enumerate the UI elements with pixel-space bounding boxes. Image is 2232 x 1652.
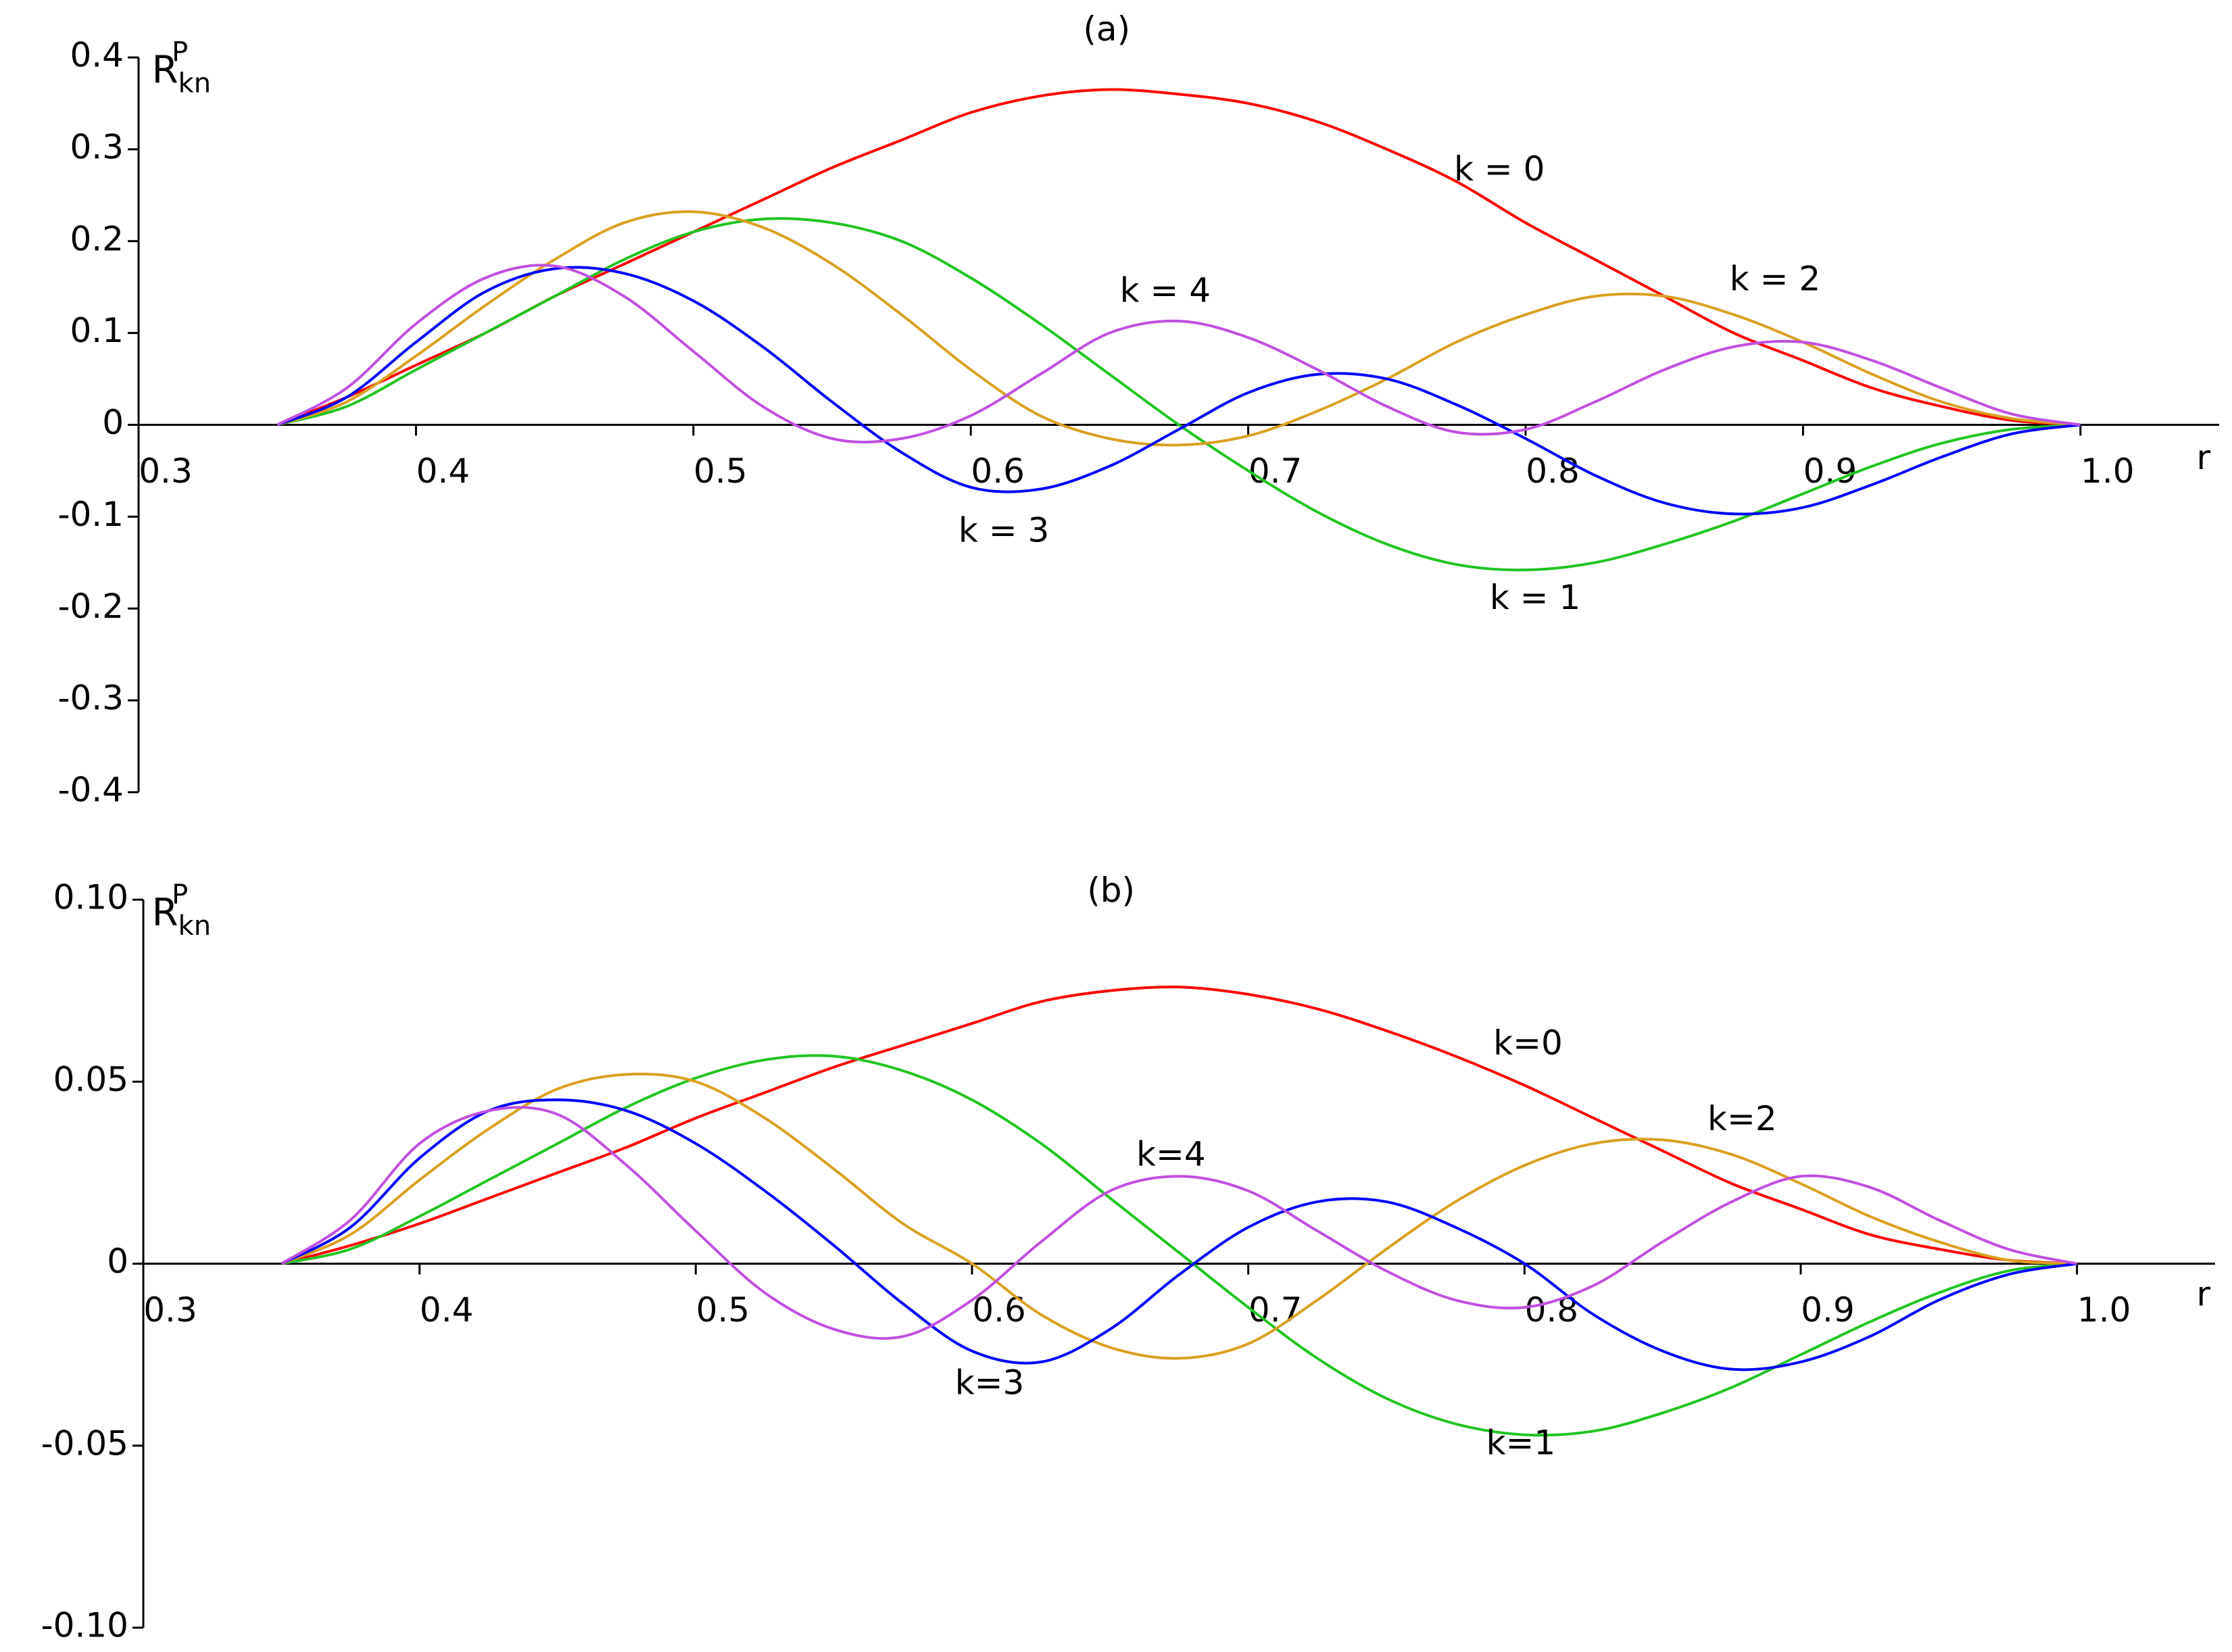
y-tick-label: -0.05 xyxy=(41,1424,128,1463)
series-line xyxy=(276,88,2081,427)
series-line xyxy=(281,986,2077,1265)
y-tick-label: -0.4 xyxy=(57,771,124,810)
series-label: k=1 xyxy=(1486,1423,1556,1462)
y-tick-label: 0.4 xyxy=(70,36,124,75)
x-tick-label: 0.4 xyxy=(420,1290,474,1330)
y-label-sub: kn xyxy=(178,68,212,99)
x-tick-label: 0.8 xyxy=(1526,452,1580,491)
x-tick-label: 0.5 xyxy=(696,1290,750,1330)
series-line xyxy=(281,1072,2077,1360)
y-tick-label: -0.10 xyxy=(41,1606,128,1645)
y-tick-label: 0 xyxy=(102,403,124,442)
chart-title: (b) xyxy=(1087,871,1135,910)
series-label: k = 0 xyxy=(1454,149,1545,189)
series-label: k=2 xyxy=(1707,1099,1777,1138)
series-line xyxy=(281,1106,2078,1340)
y-label-sup: P xyxy=(172,879,188,910)
x-axis-label: r xyxy=(2196,1275,2210,1314)
y-tick-label: 0 xyxy=(107,1242,128,1281)
y-tick-label: 0.1 xyxy=(70,311,124,350)
y-label-sup: P xyxy=(172,37,188,68)
y-tick-label: 0.2 xyxy=(70,219,124,258)
chart-title: (a) xyxy=(1083,9,1130,49)
x-tick-label: 0.3 xyxy=(139,452,193,491)
series-label: k=3 xyxy=(955,1363,1025,1403)
series-line xyxy=(276,264,2081,444)
x-tick-label: 0.5 xyxy=(694,452,748,491)
x-tick-label: 0.9 xyxy=(1803,452,1858,491)
series-label: k = 1 xyxy=(1490,578,1580,617)
series-line xyxy=(281,1098,2077,1371)
series-label: k=0 xyxy=(1493,1023,1563,1063)
x-tick-label: 0.3 xyxy=(143,1290,197,1330)
series-label: k = 4 xyxy=(1120,271,1211,310)
x-tick-label: 0.6 xyxy=(972,1290,1026,1330)
series-line xyxy=(276,217,2081,572)
y-label-base: R xyxy=(152,891,178,935)
series-label: k = 2 xyxy=(1730,260,1820,299)
y-tick-label: -0.2 xyxy=(57,587,124,626)
x-tick-label: 0.7 xyxy=(1248,1290,1303,1330)
x-tick-label: 0.6 xyxy=(971,452,1025,491)
y-tick-label: -0.1 xyxy=(57,495,124,534)
x-tick-label: 0.9 xyxy=(1801,1290,1855,1330)
y-label-sub: kn xyxy=(178,910,212,942)
series-line xyxy=(276,210,2081,447)
series-label: k = 3 xyxy=(959,510,1049,550)
y-axis-label: RknP xyxy=(152,37,211,99)
y-label-base: R xyxy=(152,49,178,93)
y-axis-label: RknP xyxy=(152,879,211,942)
x-tick-label: 0.4 xyxy=(416,452,470,491)
y-tick-label: 0.3 xyxy=(70,127,124,166)
y-tick-label: -0.3 xyxy=(57,679,124,718)
series-label: k=4 xyxy=(1136,1135,1206,1174)
x-axis-label: r xyxy=(2196,438,2210,477)
x-tick-label: 1.0 xyxy=(2081,452,2135,491)
y-tick-label: 0.05 xyxy=(53,1060,128,1099)
x-tick-label: 0.7 xyxy=(1248,452,1303,491)
y-tick-label: 0.10 xyxy=(53,878,128,917)
x-tick-label: 1.0 xyxy=(2077,1290,2131,1330)
